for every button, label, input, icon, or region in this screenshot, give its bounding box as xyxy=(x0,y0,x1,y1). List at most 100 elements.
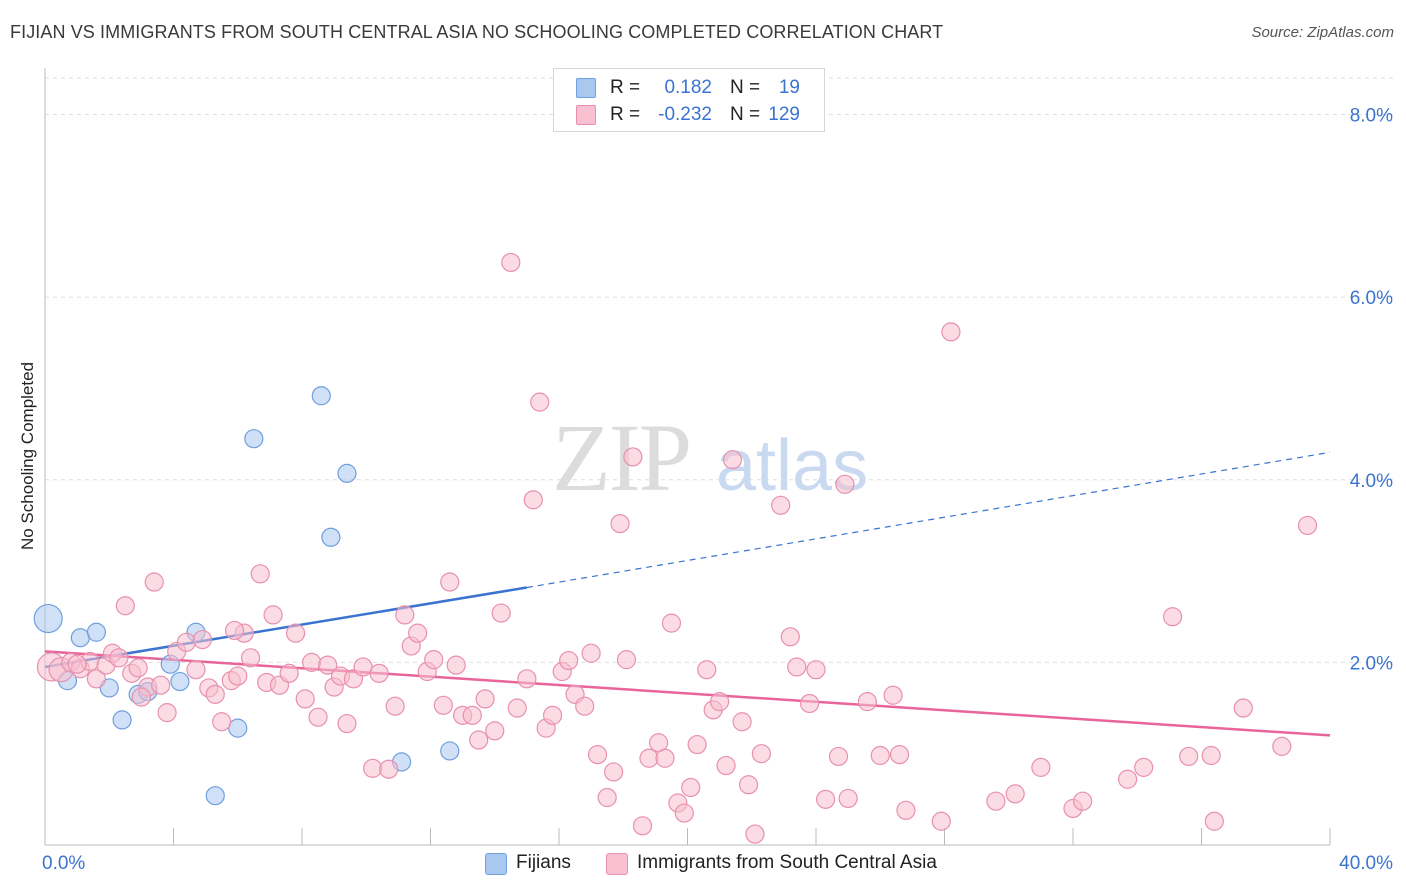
immigrant-point xyxy=(228,666,248,686)
immigrant-point xyxy=(302,652,322,672)
immigrant-point xyxy=(308,707,328,727)
watermark: ZIP atlas xyxy=(552,404,868,511)
immigrant-point xyxy=(517,669,537,689)
immigrant-point xyxy=(424,650,444,670)
fijian-point xyxy=(440,741,460,761)
immigrant-point xyxy=(285,623,306,643)
immigrant-point xyxy=(507,698,527,718)
immigrant-point xyxy=(176,632,196,652)
n-label: N = xyxy=(730,104,761,125)
n-value: 19 xyxy=(778,77,800,98)
immigrant-point xyxy=(604,762,624,782)
immigrant-point xyxy=(616,650,637,670)
data-points xyxy=(33,252,1318,844)
immigrant-point xyxy=(86,669,107,689)
immigrant-point xyxy=(395,605,415,625)
immigrant-point xyxy=(353,657,373,677)
immigrant-point xyxy=(661,613,682,633)
immigrant-point xyxy=(67,654,87,674)
immigrant-point xyxy=(931,811,951,831)
immigrant-point xyxy=(787,657,807,677)
x-tick-labels: 0.0% 40.0% xyxy=(42,853,1393,874)
immigrant-point xyxy=(295,689,315,709)
r-value: 0.182 xyxy=(664,77,712,98)
immigrant-point xyxy=(1005,784,1025,804)
fijian-point xyxy=(337,463,357,483)
immigrant-point xyxy=(889,745,910,765)
fijian-point xyxy=(86,622,107,642)
immigrant-point xyxy=(224,620,245,641)
immigrant-point xyxy=(109,648,129,668)
stats-legend: R = 0.182 N = 19 R = -0.232 N = 129 xyxy=(553,68,825,132)
immigrant-point xyxy=(581,643,601,663)
immigrant-point xyxy=(263,605,283,625)
watermark-zip: ZIP xyxy=(552,404,690,511)
immigrant-point xyxy=(835,474,855,494)
immigrant-point xyxy=(697,660,717,680)
immigrant-point xyxy=(440,572,460,592)
immigrant-point xyxy=(1179,746,1199,767)
immigrant-point xyxy=(279,663,299,683)
immigrant-point xyxy=(157,703,177,723)
immigrant-point xyxy=(941,322,961,342)
immigrant-point xyxy=(433,695,453,715)
immigrant-point xyxy=(799,693,820,714)
immigrant-point xyxy=(369,663,389,683)
immigrant-point xyxy=(655,748,675,768)
immigrant-point xyxy=(115,596,135,616)
immigrant-point xyxy=(446,655,466,675)
immigrant-point xyxy=(379,759,399,779)
fijian-point xyxy=(321,527,341,547)
immigrant-point xyxy=(337,713,357,734)
immigrant-point xyxy=(806,660,826,680)
immigrants-trend-line xyxy=(44,650,1331,737)
immigrant-point xyxy=(144,572,164,592)
immigrant-point xyxy=(716,755,736,776)
legend-fijians-label: Fijians xyxy=(516,852,571,873)
immigrant-point xyxy=(883,685,903,705)
n-value: 129 xyxy=(768,104,800,125)
immigrant-point xyxy=(1118,769,1138,789)
source-label: Source: ZipAtlas.com xyxy=(1251,24,1394,41)
immigrant-point xyxy=(241,648,261,668)
immigrant-point xyxy=(469,730,489,750)
immigrant-point xyxy=(745,824,765,844)
immigrant-point xyxy=(771,495,791,515)
immigrant-point xyxy=(186,660,206,680)
immigrant-point xyxy=(722,450,743,470)
immigrant-point xyxy=(501,252,521,273)
immigrant-point xyxy=(128,658,148,678)
immigrant-point xyxy=(1204,811,1224,831)
legend-fijians-swatch xyxy=(485,853,507,875)
immigrant-point xyxy=(363,758,383,778)
immigrant-point xyxy=(575,696,595,716)
immigrant-point xyxy=(131,687,151,707)
immigrant-point xyxy=(838,788,858,809)
legend-immigrants-label: Immigrants from South Central Asia xyxy=(637,852,937,873)
fijians-swatch xyxy=(576,78,596,98)
immigrant-point xyxy=(610,513,630,534)
y-tick-label: 6.0% xyxy=(1350,288,1393,309)
immigrant-point xyxy=(205,684,225,704)
immigrant-point xyxy=(530,392,550,412)
fijian-point xyxy=(70,628,90,648)
fijian-point xyxy=(228,718,248,738)
fijian-point xyxy=(33,603,63,634)
chart-title: FIJIAN VS IMMIGRANTS FROM SOUTH CENTRAL … xyxy=(10,22,944,42)
fijian-point xyxy=(112,710,132,730)
immigrants-swatch xyxy=(576,105,596,125)
immigrant-point xyxy=(1297,515,1318,536)
immigrant-point xyxy=(986,791,1006,811)
immigrant-point xyxy=(632,816,653,836)
immigrant-point xyxy=(462,705,482,725)
immigrant-point xyxy=(192,629,213,650)
immigrant-point xyxy=(597,787,617,808)
immigrant-point xyxy=(523,490,543,510)
r-value: -0.232 xyxy=(658,104,712,125)
immigrant-point xyxy=(1031,757,1051,777)
fijians-trend-extension xyxy=(526,451,1331,589)
immigrant-point xyxy=(751,744,771,764)
immigrant-point xyxy=(1162,607,1183,627)
immigrant-point xyxy=(896,800,916,820)
y-tick-labels: 2.0% 4.0% 6.0% 8.0% xyxy=(1350,106,1393,675)
